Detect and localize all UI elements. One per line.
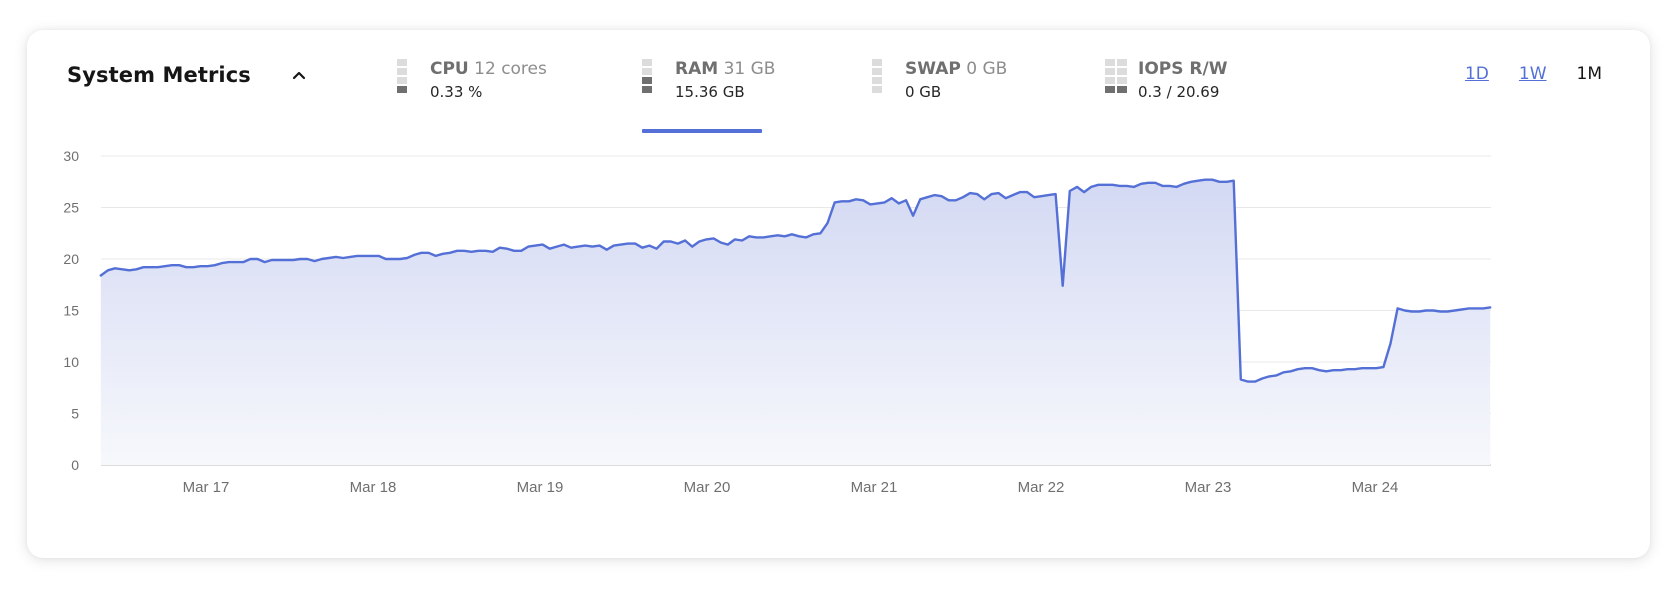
card-title: System Metrics xyxy=(67,63,251,87)
metric-name: RAM xyxy=(675,59,719,79)
selected-tab-indicator xyxy=(642,129,762,133)
x-tick-label: Mar 21 xyxy=(851,479,898,496)
range-1w[interactable]: 1W xyxy=(1518,64,1547,84)
x-tick-label: Mar 20 xyxy=(684,479,731,496)
ram-usage-line xyxy=(99,178,1492,383)
collapse-button[interactable] xyxy=(289,66,309,86)
x-tick-label: Mar 19 xyxy=(517,479,564,496)
range-1d[interactable]: 1D xyxy=(1464,64,1489,84)
metric-name: CPU xyxy=(430,59,469,79)
metric-value: 0.33 % xyxy=(430,83,483,101)
x-tick-label: Mar 24 xyxy=(1352,479,1399,496)
x-tick-label: Mar 18 xyxy=(350,479,397,496)
y-tick-label: 30 xyxy=(63,148,79,164)
metric-value: 15.36 GB xyxy=(675,83,745,101)
metric-capacity: 12 cores xyxy=(468,59,547,79)
level-bars-icon xyxy=(397,59,407,93)
x-tick-label: Mar 23 xyxy=(1185,479,1232,496)
time-range-selector: 1D 1W 1M xyxy=(1465,64,1602,84)
range-1m[interactable]: 1M xyxy=(1576,64,1602,84)
metric-name: IOPS R/W xyxy=(1138,59,1228,79)
system-metrics-card: System Metrics CPU 12 cores 0.33 % RAM 31 … xyxy=(27,30,1650,558)
metric-label: SWAP 0 GB xyxy=(905,59,1007,79)
x-tick-label: Mar 22 xyxy=(1018,479,1065,496)
level-bars-double-icon xyxy=(1105,59,1127,93)
level-bars-icon xyxy=(642,59,652,93)
y-tick-label: 15 xyxy=(63,303,79,319)
metric-label: RAM 31 GB xyxy=(675,59,775,79)
y-tick-label: 20 xyxy=(63,251,79,267)
chevron-up-icon xyxy=(292,71,306,80)
ram-usage-chart: 0 5 10 15 20 25 30 Mar 17 Mar 18 Mar 19 Mar 20 Mar … xyxy=(63,148,1492,496)
metric-value: 0.3 / 20.69 xyxy=(1138,83,1220,101)
area-fill xyxy=(100,179,1491,465)
y-tick-label: 25 xyxy=(63,200,79,216)
metric-name: SWAP xyxy=(905,59,961,79)
metric-capacity: 31 GB xyxy=(718,59,776,79)
y-tick-label: 5 xyxy=(71,406,79,422)
level-bars-icon xyxy=(872,59,882,93)
metric-value: 0 GB xyxy=(905,83,942,101)
metric-capacity: 0 GB xyxy=(960,59,1008,79)
x-tick-label: Mar 17 xyxy=(183,479,230,496)
metric-label: IOPS R/W xyxy=(1138,59,1227,79)
y-tick-label: 0 xyxy=(71,457,79,473)
y-tick-label: 10 xyxy=(63,354,79,370)
metric-label: CPU 12 cores xyxy=(430,59,547,79)
